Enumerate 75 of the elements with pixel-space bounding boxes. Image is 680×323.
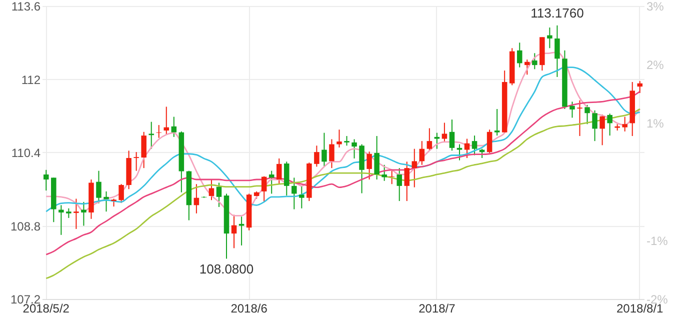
candlestick	[577, 100, 582, 137]
line-series	[45, 90, 641, 256]
candlestick	[164, 106, 170, 136]
candlestick	[96, 170, 102, 204]
candlestick	[171, 116, 177, 138]
candlestick	[314, 145, 320, 168]
candlestick	[156, 124, 162, 138]
candlestick	[434, 132, 440, 150]
candlestick	[322, 132, 327, 168]
y2-tick-label: 3%	[646, 0, 664, 14]
candlestick	[600, 114, 605, 146]
candlestick	[412, 148, 418, 188]
candlestick	[134, 152, 139, 172]
candlestick	[524, 59, 530, 76]
y-tick-label: 113.6	[11, 0, 41, 14]
candlestick	[366, 151, 372, 180]
y-tick-label: 112	[21, 72, 41, 87]
candlestick	[292, 177, 297, 210]
candlestick	[74, 198, 79, 230]
candlestick	[382, 164, 387, 182]
candlestick	[299, 185, 304, 209]
candlestick	[118, 184, 124, 204]
line-series	[45, 108, 641, 280]
candlestick	[268, 170, 274, 194]
candlestick	[194, 184, 200, 214]
y2-tick-label: 1%	[646, 116, 664, 131]
candlestick	[276, 158, 282, 185]
candlestick	[532, 52, 538, 70]
y2-tick-label: 2%	[646, 58, 664, 72]
candlestick	[637, 80, 642, 94]
candlestick	[449, 119, 455, 152]
candlestick	[58, 204, 64, 236]
candlestick	[148, 121, 154, 150]
candlestick	[66, 208, 72, 218]
y-tick-label: 110.4	[11, 146, 41, 160]
candlestick	[464, 138, 470, 158]
candlestick	[216, 182, 222, 208]
candlestick	[442, 122, 448, 143]
candlestick	[592, 110, 598, 142]
candlestick	[284, 161, 290, 196]
candlestick	[104, 190, 109, 212]
annotation: 108.0800	[199, 262, 254, 277]
candlestick	[141, 131, 146, 169]
candlestick	[419, 140, 425, 166]
candlestick	[329, 138, 334, 169]
candlestick	[456, 144, 462, 161]
candlestick	[570, 101, 575, 118]
candlestick	[389, 170, 394, 185]
candlestick	[44, 169, 49, 191]
candlestick	[472, 135, 478, 156]
candlestick	[486, 129, 492, 154]
candlestick	[238, 216, 244, 246]
candlestick	[208, 179, 214, 201]
candlestick	[396, 168, 402, 202]
candlestick	[231, 214, 237, 249]
candlestick	[344, 136, 350, 146]
candlestick	[336, 129, 342, 148]
candlestick	[352, 138, 357, 159]
candlestick	[374, 136, 380, 180]
candlestick	[81, 201, 86, 226]
candlestick	[404, 161, 410, 202]
candlestick	[547, 27, 552, 49]
x-tick-label: 2018/7	[418, 302, 456, 316]
candlestick	[426, 128, 432, 152]
y2-tick-label: -1%	[646, 234, 668, 248]
x-tick-label: 2018/6	[230, 302, 268, 316]
candlestick	[516, 42, 522, 68]
candlestick	[261, 176, 267, 202]
candlestick	[607, 113, 612, 136]
y-tick-label: 108.8	[10, 219, 41, 234]
candlestick	[584, 104, 590, 125]
candlestick	[554, 24, 560, 78]
candlestick	[622, 116, 628, 132]
candlestick	[494, 108, 500, 136]
annotation: 113.1760	[530, 5, 584, 20]
